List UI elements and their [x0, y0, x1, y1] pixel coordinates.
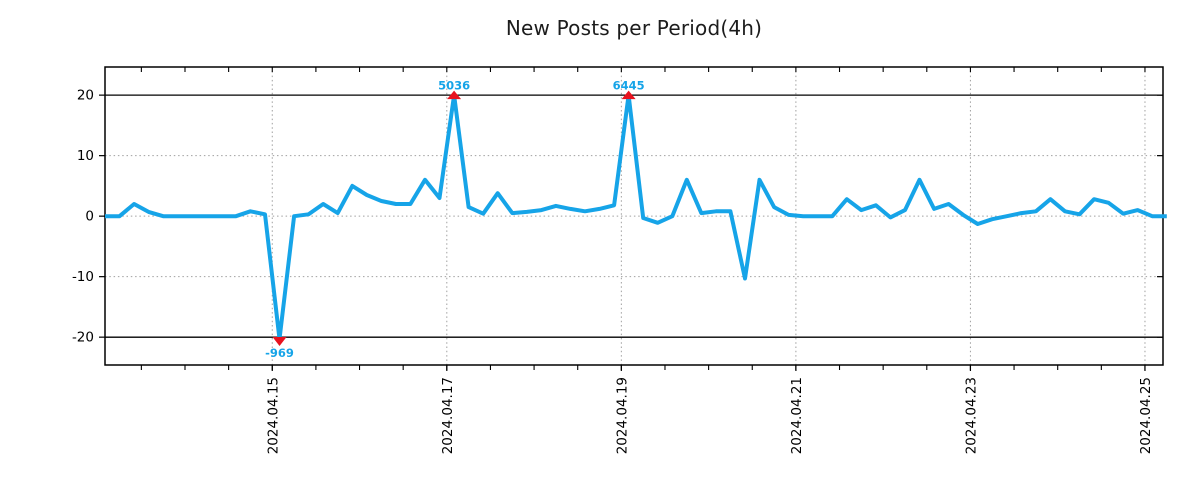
x-tick-label: 2024.04.21 [789, 377, 805, 454]
peak-marker-up-icon [447, 90, 462, 100]
series-line [105, 93, 1167, 341]
x-tick-label: 2024.04.15 [265, 377, 281, 454]
annotation-label: 6445 [613, 79, 645, 93]
y-tick-label: 10 [77, 148, 94, 164]
y-tick-label: -20 [72, 330, 94, 346]
chart-title: New Posts per Period(4h) [505, 16, 763, 40]
x-tick-label: 2024.04.23 [963, 377, 979, 454]
y-tick-label: 0 [85, 209, 94, 225]
x-tick-label: 2024.04.19 [614, 377, 630, 454]
annotation-label: -969 [265, 346, 294, 360]
peak-marker-down-icon [272, 336, 287, 346]
annotation-label: 5036 [438, 79, 470, 93]
x-tick-label: 2024.04.25 [1138, 377, 1154, 454]
peak-marker-up-icon [621, 90, 636, 100]
y-tick-label: -10 [72, 269, 94, 285]
x-tick-label: 2024.04.17 [440, 377, 456, 454]
y-tick-label: 20 [77, 88, 94, 104]
